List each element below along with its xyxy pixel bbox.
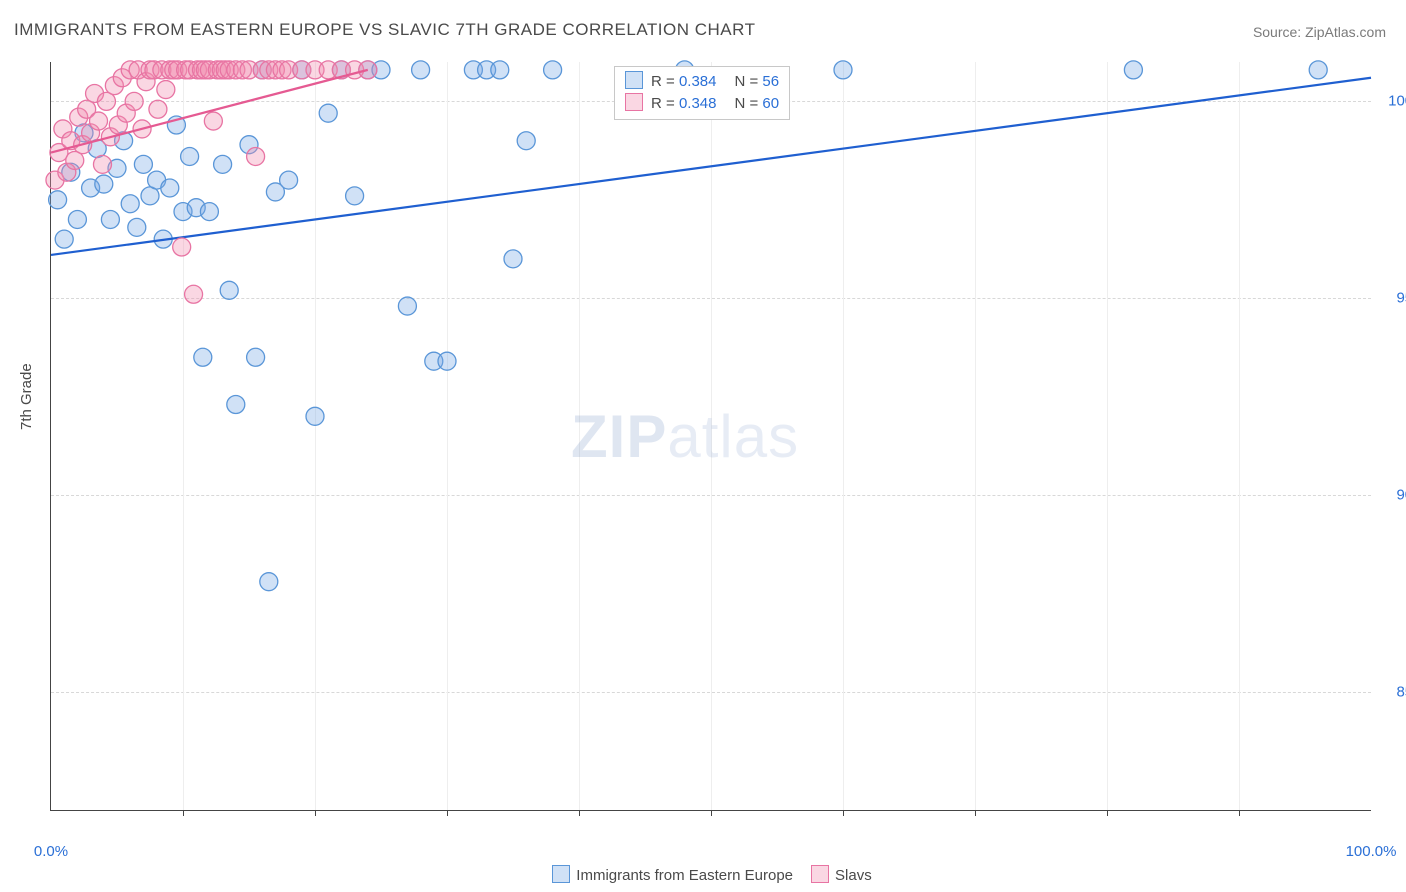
scatter-point	[194, 348, 212, 366]
scatter-svg	[51, 62, 1371, 810]
x-tick-mark	[975, 810, 976, 816]
scatter-point	[247, 147, 265, 165]
scatter-point	[491, 61, 509, 79]
legend-row: R = 0.348 N = 60	[625, 93, 779, 115]
source-attribution: Source: ZipAtlas.com	[1253, 24, 1386, 40]
scatter-point	[125, 92, 143, 110]
scatter-point	[504, 250, 522, 268]
legend-n-label: N =	[734, 95, 762, 112]
scatter-point	[161, 179, 179, 197]
scatter-point	[517, 132, 535, 150]
legend-r-label: R =	[651, 73, 679, 90]
scatter-point	[412, 61, 430, 79]
scatter-point	[173, 238, 191, 256]
x-tick-mark	[579, 810, 580, 816]
scatter-point	[134, 155, 152, 173]
legend-series-label: Immigrants from Eastern Europe	[576, 867, 793, 884]
legend-r-label: R =	[651, 95, 679, 112]
legend-swatch	[625, 93, 643, 111]
legend-swatch	[811, 865, 829, 883]
scatter-point	[280, 171, 298, 189]
scatter-point	[181, 147, 199, 165]
scatter-point	[214, 155, 232, 173]
scatter-point	[1124, 61, 1142, 79]
x-tick-label: 100.0%	[1346, 843, 1397, 860]
scatter-point	[149, 100, 167, 118]
x-tick-mark	[183, 810, 184, 816]
y-tick-label: 90.0%	[1379, 487, 1406, 504]
y-tick-label: 85.0%	[1379, 683, 1406, 700]
scatter-point	[157, 81, 175, 99]
legend-swatch	[625, 71, 643, 89]
legend-n-value: 60	[762, 95, 779, 112]
x-tick-mark	[843, 810, 844, 816]
legend-n-label: N =	[734, 73, 762, 90]
correlation-legend: R = 0.384 N = 56 R = 0.348 N = 60	[614, 66, 790, 120]
legend-row: R = 0.384 N = 56	[625, 71, 779, 93]
legend-series-label: Slavs	[835, 867, 872, 884]
scatter-point	[306, 407, 324, 425]
scatter-point	[90, 112, 108, 130]
scatter-point	[220, 281, 238, 299]
scatter-point	[227, 396, 245, 414]
scatter-point	[68, 210, 86, 228]
scatter-point	[128, 218, 146, 236]
plot-area: ZIPatlas R = 0.384N = 56R = 0.348N = 60 …	[50, 62, 1371, 811]
legend-r-value: 0.384	[679, 73, 717, 90]
scatter-point	[93, 155, 111, 173]
y-tick-label: 100.0%	[1379, 93, 1406, 110]
scatter-point	[319, 104, 337, 122]
scatter-point	[438, 352, 456, 370]
scatter-point	[95, 175, 113, 193]
scatter-point	[200, 203, 218, 221]
legend-n-value: 56	[762, 73, 779, 90]
x-tick-mark	[447, 810, 448, 816]
scatter-point	[247, 348, 265, 366]
x-tick-mark	[711, 810, 712, 816]
scatter-point	[834, 61, 852, 79]
scatter-point	[260, 573, 278, 591]
scatter-point	[544, 61, 562, 79]
scatter-point	[185, 285, 203, 303]
scatter-point	[49, 191, 67, 209]
scatter-point	[55, 230, 73, 248]
x-tick-mark	[1239, 810, 1240, 816]
scatter-point	[1309, 61, 1327, 79]
x-tick-mark	[315, 810, 316, 816]
scatter-point	[204, 112, 222, 130]
legend-swatch	[552, 865, 570, 883]
scatter-point	[346, 187, 364, 205]
y-tick-label: 95.0%	[1379, 290, 1406, 307]
x-tick-label: 0.0%	[34, 843, 68, 860]
scatter-point	[398, 297, 416, 315]
scatter-point	[101, 210, 119, 228]
legend-r-value: 0.348	[679, 95, 717, 112]
y-axis-label: 7th Grade	[18, 363, 35, 430]
series-legend: Immigrants from Eastern Europe Slavs	[0, 865, 1406, 884]
scatter-point	[121, 195, 139, 213]
chart-title: IMMIGRANTS FROM EASTERN EUROPE VS SLAVIC…	[14, 20, 755, 40]
x-tick-mark	[1107, 810, 1108, 816]
